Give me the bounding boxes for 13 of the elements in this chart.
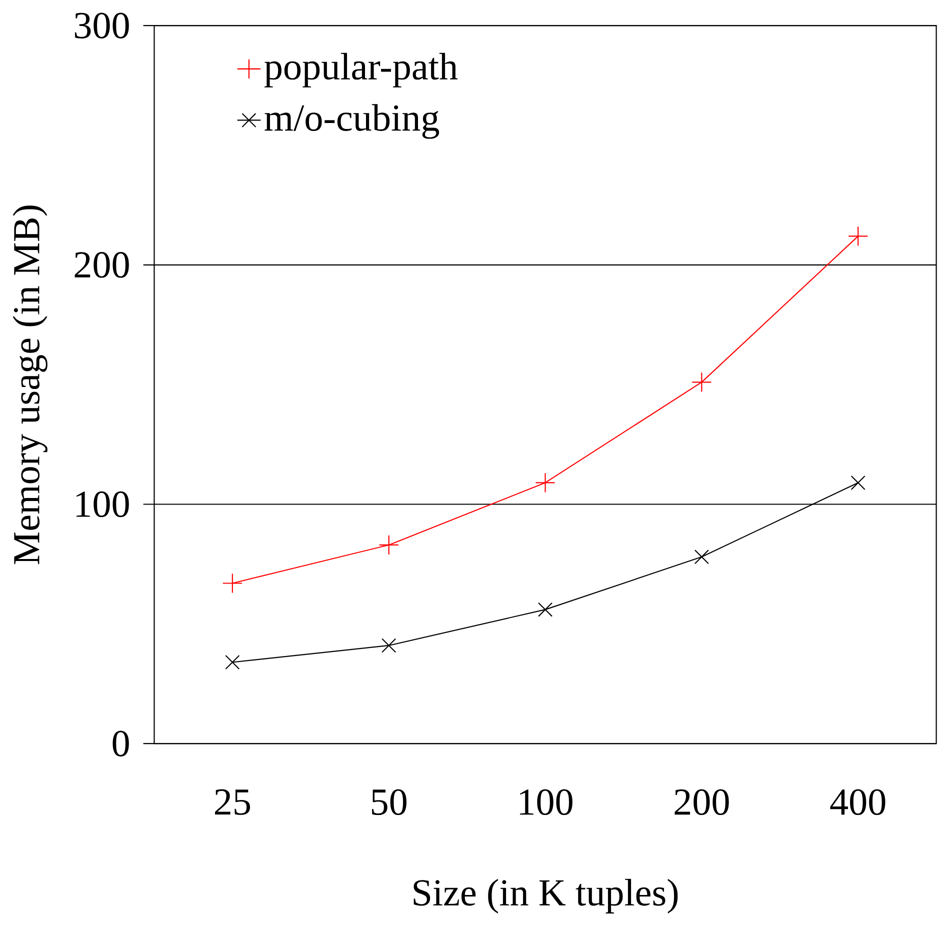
y-tick-label: 100 [76,491,129,518]
y-tick-label: 200 [74,252,129,278]
y-axis-title: Memory usage (in MB) [12,206,48,564]
x-tick-label: 50 [372,789,406,815]
y-tick-label: 0 [112,730,129,756]
legend-label: m/o-cubing [264,104,440,139]
x-tick-label: 200 [674,789,729,815]
x-axis-title: Size (in K tuples) [414,878,678,914]
x-tick-label: 100 [520,789,572,815]
legend-label: popular-path [264,52,458,88]
y-tick-label: 300 [74,12,129,38]
x-tick-label: 400 [830,789,886,815]
x-tick-label: 25 [215,789,250,815]
